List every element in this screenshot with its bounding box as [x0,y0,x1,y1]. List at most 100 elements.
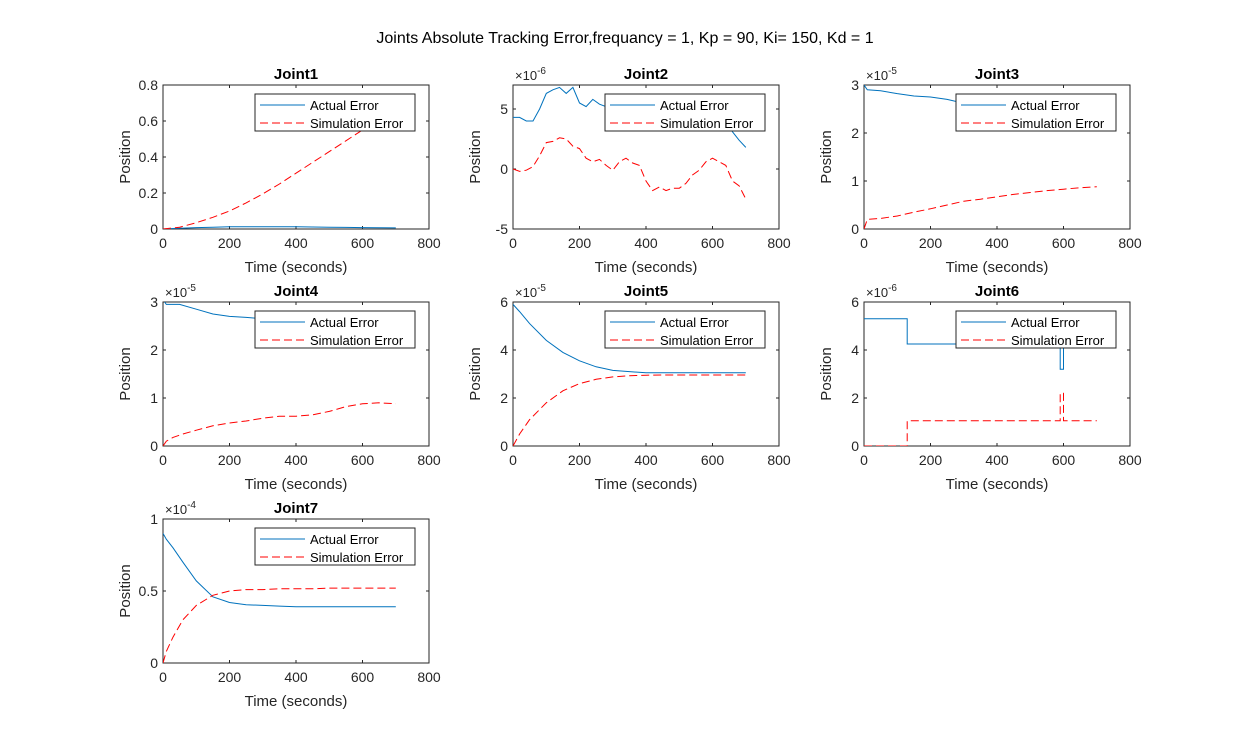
y-tick-label: 6 [500,294,508,310]
y-tick-label: 3 [150,294,158,310]
x-tick-label: 600 [351,452,375,468]
simulation-error-line [513,137,747,200]
y-exponent-label: ×10-6 [515,66,546,83]
y-exponent-label: ×10-4 [165,500,196,517]
actual-error-line [163,226,396,229]
y-tick-label: 0 [851,221,859,237]
x-tick-label: 200 [218,452,242,468]
x-axis-label: Time (seconds) [595,259,698,276]
x-tick-label: 200 [919,235,943,251]
subplot-6: 0 200 400 600 800 0 2 4 6 ×10-6 Joint6 Time (second… [818,283,1142,493]
x-tick-label: 0 [860,452,868,468]
subplot-7: 0 200 400 600 800 0 0.5 1 ×10-4 Joint7 Time (secon… [117,500,441,710]
simulation-error-line [864,392,1097,446]
x-tick-label: 800 [767,235,791,251]
legend-box [254,310,416,349]
x-tick-label: 800 [417,669,441,685]
y-tick-label: 0 [150,438,158,454]
subplot-title: Joint7 [274,500,318,517]
legend-entry-label: Actual Error [310,98,379,113]
x-axis-label: Time (seconds) [595,476,698,493]
simulation-error-line [163,113,396,229]
simulation-error-line [163,587,396,663]
x-tick-label: 400 [284,235,308,251]
x-tick-label: 200 [568,452,592,468]
y-tick-label: 1 [150,390,158,406]
y-tick-label: 0.6 [139,113,159,129]
y-exponent-label: ×10-5 [866,66,897,83]
subplot-title: Joint5 [624,283,668,300]
y-tick-label: 0 [150,221,158,237]
y-tick-label: 0.2 [139,185,159,201]
legend-entry-label: Actual Error [660,315,729,330]
actual-error-line [163,533,396,608]
y-axis-label: Position [467,347,484,400]
x-tick-label: 800 [417,452,441,468]
x-tick-label: 400 [985,235,1009,251]
y-axis-label: Position [818,347,835,400]
x-tick-label: 400 [284,452,308,468]
y-exponent-label: ×10-6 [866,283,897,300]
y-tick-label: 2 [851,125,859,141]
subplot-title: Joint2 [624,66,668,83]
y-exponent-label: ×10-5 [165,283,196,300]
legend-box [254,527,416,566]
legend-box [604,93,766,132]
x-tick-label: 800 [1118,235,1142,251]
y-tick-label: 2 [500,390,508,406]
x-tick-label: 0 [509,452,517,468]
legend-box [604,310,766,349]
x-tick-label: 600 [701,235,725,251]
simulation-error-line [163,402,396,446]
legend: Actual Error Simulation Error [604,93,766,132]
x-tick-label: 600 [701,452,725,468]
subplot-5: 0 200 400 600 800 0 2 4 6 ×10-5 Joint5 Time (second… [467,283,791,493]
y-exponent-label: ×10-5 [515,283,546,300]
legend-entry-label: Simulation Error [1011,333,1105,348]
subplot-title: Joint4 [274,283,319,300]
x-tick-label: 200 [919,452,943,468]
x-axis-label: Time (seconds) [946,259,1049,276]
x-axis-label: Time (seconds) [245,259,348,276]
x-tick-label: 600 [1052,452,1076,468]
y-tick-label: 0 [150,655,158,671]
x-tick-label: 800 [417,235,441,251]
x-tick-label: 400 [634,235,658,251]
x-tick-label: 0 [860,235,868,251]
x-tick-label: 400 [985,452,1009,468]
legend-entry-label: Simulation Error [310,550,404,565]
legend: Actual Error Simulation Error [254,527,416,566]
x-tick-label: 0 [509,235,517,251]
legend-entry-label: Simulation Error [660,116,754,131]
x-axis-label: Time (seconds) [245,693,348,710]
y-axis-label: Position [117,564,134,617]
y-tick-label: 0 [500,161,508,177]
x-axis-label: Time (seconds) [245,476,348,493]
actual-error-line [513,304,746,374]
legend-box [955,310,1117,349]
y-tick-label: 1 [851,173,859,189]
legend: Actual Error Simulation Error [604,310,766,349]
legend-box [955,93,1117,132]
legend-entry-label: Simulation Error [1011,116,1105,131]
legend: Actual Error Simulation Error [254,310,416,349]
y-tick-label: 6 [851,294,859,310]
simulation-error-line [864,186,1097,229]
y-tick-label: 0 [500,438,508,454]
y-axis-label: Position [818,130,835,183]
simulation-error-line [513,374,746,446]
x-tick-label: 200 [218,235,242,251]
subplot-title: Joint3 [975,66,1019,83]
y-tick-label: 0.4 [139,149,159,165]
legend-entry-label: Simulation Error [660,333,754,348]
legend-box [254,93,416,132]
x-tick-label: 200 [218,669,242,685]
subplot-title: Joint1 [274,66,318,83]
y-tick-label: 3 [851,77,859,93]
y-tick-label: 2 [851,390,859,406]
figure-title: Joints Absolute Tracking Error,frequancy… [376,30,873,47]
legend-entry-label: Actual Error [660,98,729,113]
